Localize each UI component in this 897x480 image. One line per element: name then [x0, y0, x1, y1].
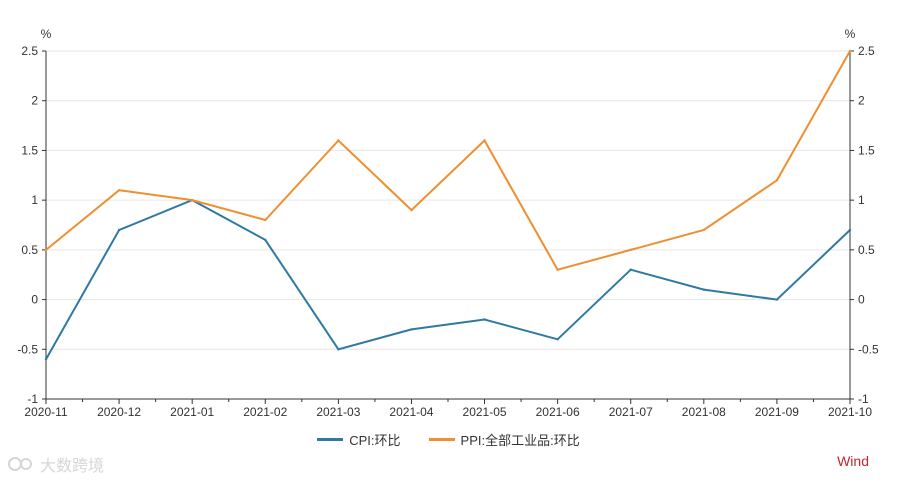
x-tick-label: 2021-08	[682, 405, 726, 419]
x-tick-label: 2021-01	[170, 405, 214, 419]
data-point-ppi	[410, 208, 413, 212]
legend-label-ppi: PPI:全部工业品:环比	[460, 433, 580, 448]
data-point-cpi	[629, 268, 632, 271]
data-point-ppi	[264, 218, 267, 222]
x-tick-label: 2021-07	[609, 405, 653, 419]
y-tick-label-left: 0	[31, 293, 38, 307]
y-tick-label-right: 1.5	[858, 143, 875, 157]
legend-item-cpi[interactable]: CPI:环比	[317, 430, 401, 449]
data-point-cpi	[337, 348, 340, 351]
data-point-cpi	[775, 298, 779, 301]
data-point-ppi	[848, 49, 852, 53]
x-tick-label: 2021-04	[389, 405, 433, 419]
x-tick-label: 2020-11	[24, 405, 67, 419]
y-tick-label-left: -1	[27, 392, 38, 406]
series-line-ppi	[45, 50, 851, 271]
data-point-cpi	[702, 288, 706, 291]
x-tick-label: 2020-12	[97, 405, 141, 419]
y-unit-left: %	[41, 27, 52, 41]
y-tick-label-right: 2.5	[858, 44, 875, 58]
x-tick-label: 2021-10	[828, 405, 872, 419]
data-point-ppi	[190, 198, 194, 202]
y-tick-label-right: -1	[858, 392, 869, 406]
y-tick-label-right: 0.5	[858, 243, 875, 257]
legend-item-ppi[interactable]: PPI:全部工业品:环比	[428, 430, 580, 449]
y-tick-label-left: 2.5	[21, 44, 38, 58]
x-tick-label: 2021-02	[243, 405, 287, 419]
y-tick-label-left: 2	[31, 94, 38, 108]
data-point-ppi	[702, 228, 706, 232]
y-unit-right: %	[845, 27, 856, 41]
y-tick-label-left: 1	[31, 193, 38, 207]
data-point-cpi	[410, 328, 413, 331]
data-point-ppi	[775, 179, 779, 182]
y-tick-label-left: 0.5	[21, 243, 38, 257]
legend-label-cpi: CPI:环比	[349, 433, 401, 448]
y-tick-label-right: -0.5	[858, 342, 879, 356]
data-point-cpi	[556, 338, 559, 341]
brand-label: Wind	[837, 453, 869, 469]
data-point-ppi	[44, 248, 48, 252]
data-point-ppi	[117, 189, 121, 192]
legend-swatch-ppi	[428, 438, 455, 441]
y-tick-label-right: 1	[858, 193, 865, 207]
data-point-ppi	[629, 248, 632, 252]
data-point-ppi	[556, 268, 559, 271]
data-point-cpi	[264, 238, 267, 242]
legend: CPI:环比 PPI:全部工业品:环比	[0, 430, 897, 449]
x-tick-label: 2021-03	[316, 405, 360, 419]
x-tick-label: 2021-06	[536, 405, 580, 419]
data-point-cpi	[483, 318, 486, 321]
y-tick-label-left: -0.5	[17, 342, 38, 356]
data-point-cpi	[848, 228, 852, 232]
data-point-cpi	[117, 228, 121, 232]
x-tick-label: 2021-09	[755, 405, 799, 419]
series-line-cpi	[45, 198, 851, 360]
data-point-cpi	[44, 358, 48, 361]
legend-swatch-cpi	[317, 438, 344, 441]
x-tick-label: 2021-05	[463, 405, 507, 419]
watermark-logo-icon	[8, 457, 32, 471]
y-tick-label-right: 0	[858, 293, 865, 307]
data-point-ppi	[483, 139, 486, 142]
y-tick-label-right: 2	[858, 94, 865, 108]
data-point-ppi	[337, 139, 340, 142]
watermark-text: 大数跨境	[40, 458, 105, 475]
watermark: 大数跨境	[8, 452, 104, 476]
y-tick-label-left: 1.5	[21, 143, 38, 157]
